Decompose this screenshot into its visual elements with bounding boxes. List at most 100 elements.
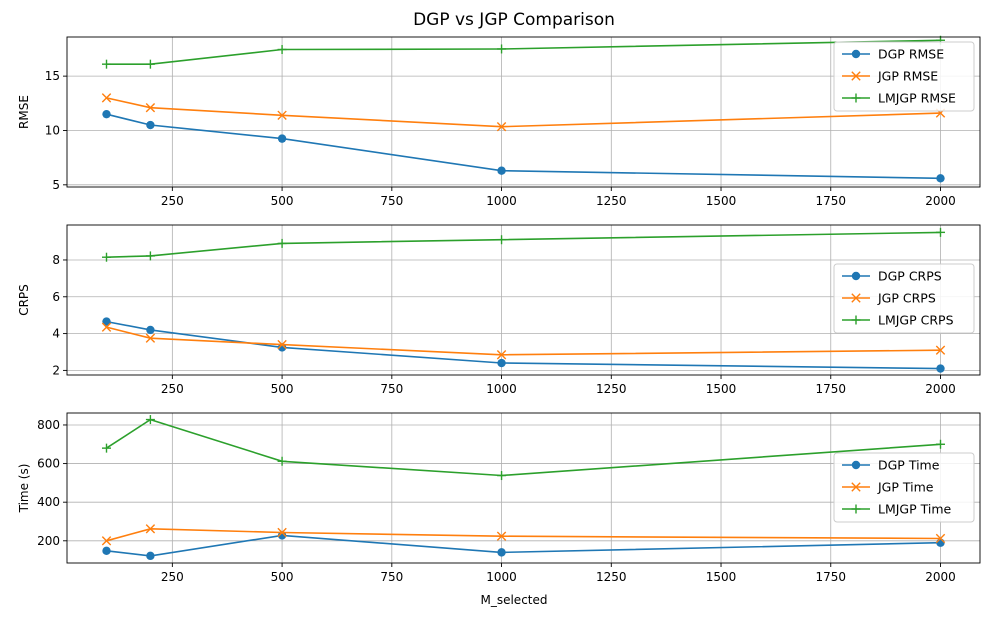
- x-tick-label: 1500: [706, 194, 737, 208]
- legend-entry: DGP CRPS: [878, 269, 942, 284]
- legend-box: [833, 263, 975, 334]
- legend-entry: LMJGP Time: [878, 502, 952, 517]
- x-tick-label: 1250: [596, 194, 627, 208]
- subplot-2: 250 500 750 1000 1250 1500 1750 2000 2 4 6 8 CRPS DGP…: [17, 224, 981, 396]
- data-point: [102, 109, 111, 119]
- data-point: [102, 443, 112, 453]
- data-point: [277, 456, 287, 466]
- data-point: [277, 339, 287, 350]
- legend: DGP RMSE JGP RMSE LMJGP RMSE: [833, 41, 975, 112]
- series-line-lmjgp-crps: [106, 231, 941, 258]
- x-tick-label: 250: [161, 570, 184, 584]
- data-point: [146, 325, 155, 335]
- data-point: [146, 120, 155, 130]
- series-line-jgp-time: [106, 527, 941, 542]
- legend-marker: [851, 315, 861, 325]
- series-line-jgp-rmse: [106, 97, 941, 128]
- data-point: [496, 121, 507, 132]
- data-point: [101, 93, 112, 103]
- data-point: [145, 333, 156, 343]
- data-point: [145, 251, 155, 261]
- x-tick-label: 750: [380, 382, 403, 396]
- x-axis-label: M_selected: [480, 593, 547, 607]
- y-tick-label: 6: [52, 290, 60, 304]
- legend-entry: DGP Time: [878, 458, 940, 473]
- data-point: [102, 252, 112, 262]
- data-point: [277, 110, 287, 120]
- data-point: [277, 45, 287, 54]
- y-axis-label: RMSE: [17, 95, 31, 129]
- data-point: [145, 59, 155, 69]
- series-line-lmjgp-rmse: [106, 39, 941, 65]
- x-tick-label: 1500: [706, 382, 737, 396]
- data-point: [145, 524, 156, 534]
- data-point: [146, 551, 155, 561]
- data-point: [497, 471, 507, 481]
- data-point: [497, 548, 506, 557]
- figure-title: DGP vs JGP Comparison: [413, 10, 615, 30]
- y-tick-label: 5: [52, 178, 60, 192]
- series-line-dgp-rmse: [106, 113, 941, 180]
- x-tick-label: 1500: [706, 570, 737, 584]
- data-point: [935, 439, 945, 449]
- legend-marker: [851, 93, 861, 103]
- y-tick-label: 15: [45, 69, 60, 83]
- series-line-lmjgp-time: [106, 418, 941, 477]
- legend-marker: [851, 271, 861, 281]
- data-point: [101, 322, 112, 332]
- legend-entry: JGP Time: [877, 480, 934, 495]
- legend-marker: [851, 71, 861, 81]
- data-point: [935, 533, 946, 544]
- x-tick-label: 750: [380, 570, 403, 584]
- x-tick-label: 1000: [486, 570, 517, 584]
- data-point: [936, 364, 945, 373]
- legend-entry: JGP RMSE: [877, 69, 938, 84]
- data-point: [497, 358, 506, 368]
- y-tick-label: 200: [37, 534, 60, 548]
- data-point: [496, 531, 507, 541]
- y-axis-label: Time (s): [17, 464, 31, 514]
- x-tick-label: 2000: [925, 194, 956, 208]
- data-point: [102, 317, 111, 326]
- subplots: 250 500 750 1000 1250 1500 1750 2000 5 10 15 RMSE DG…: [17, 35, 981, 584]
- y-tick-label: 800: [37, 418, 60, 432]
- y-axis-label: CRPS: [17, 284, 31, 316]
- legend: DGP CRPS JGP CRPS LMJGP CRPS: [833, 263, 975, 334]
- x-tick-label: 500: [271, 570, 294, 584]
- data-point: [277, 527, 287, 538]
- data-point: [935, 227, 945, 237]
- y-tick-label: 4: [52, 327, 60, 341]
- x-tick-label: 1750: [815, 194, 846, 208]
- legend-marker: [851, 460, 861, 470]
- x-tick-label: 500: [271, 382, 294, 396]
- subplot-3: 250 500 750 1000 1250 1500 1750 2000 200 400 600 80…: [17, 412, 981, 584]
- legend-entry: JGP CRPS: [877, 291, 936, 306]
- x-tick-label: 500: [271, 194, 294, 208]
- legend-box: [833, 452, 975, 523]
- data-point: [101, 536, 112, 546]
- data-point: [936, 538, 945, 547]
- data-point: [936, 174, 945, 183]
- x-tick-label: 250: [161, 382, 184, 396]
- legend-marker: [851, 293, 861, 303]
- data-point: [935, 345, 946, 355]
- plot-frame: [66, 412, 981, 564]
- series-line-dgp-crps: [106, 320, 941, 370]
- legend-entry: LMJGP RMSE: [878, 91, 956, 106]
- y-tick-label: 600: [37, 457, 60, 471]
- data-point: [145, 415, 155, 425]
- data-point: [102, 59, 112, 69]
- subplot-1: 250 500 750 1000 1250 1500 1750 2000 5 10 15 RMSE DG…: [17, 35, 981, 208]
- data-point: [277, 134, 287, 143]
- legend-marker: [851, 482, 861, 492]
- x-tick-label: 1000: [486, 194, 517, 208]
- x-tick-label: 750: [380, 194, 403, 208]
- y-tick-label: 8: [52, 253, 60, 267]
- data-point: [145, 102, 156, 113]
- data-point: [102, 546, 111, 556]
- data-point: [277, 238, 287, 248]
- y-tick-label: 2: [52, 363, 60, 377]
- y-tick-label: 400: [37, 495, 60, 509]
- legend-box: [833, 41, 975, 112]
